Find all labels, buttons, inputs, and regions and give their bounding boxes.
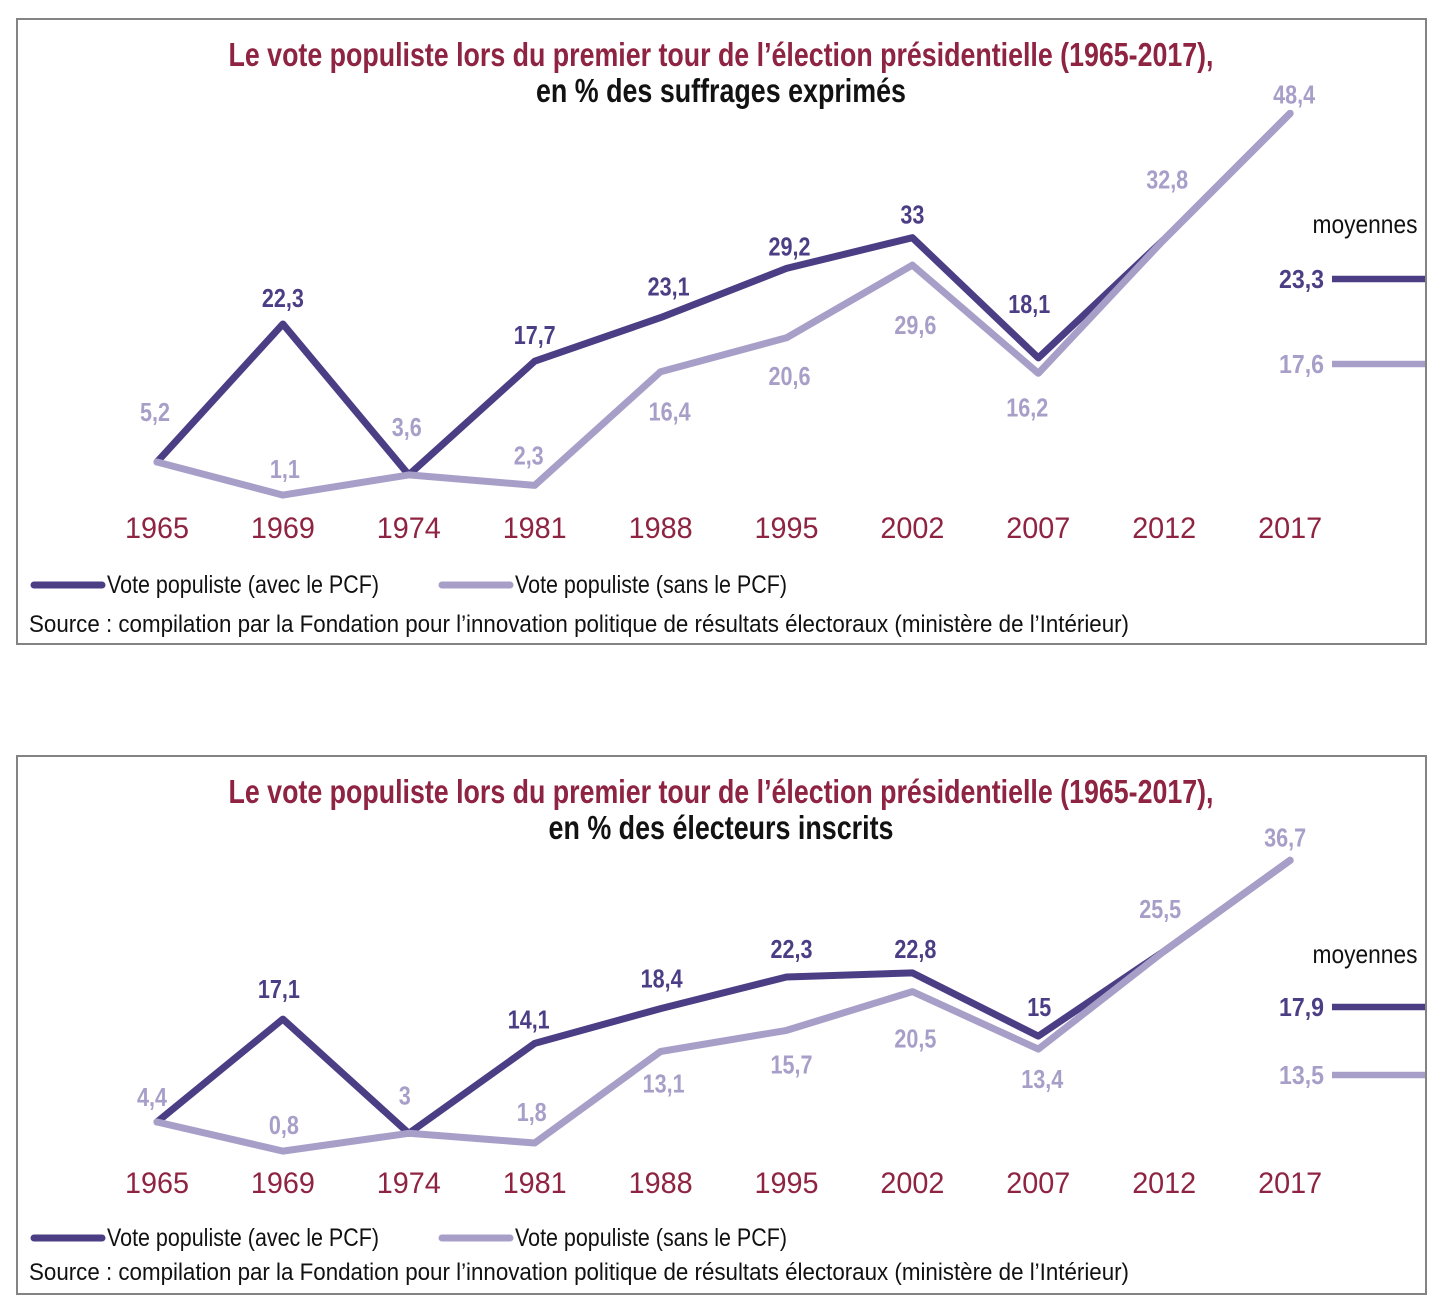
moyennes-header: moyennes: [1313, 209, 1418, 239]
data-label-avec-pcf-1995: 29,2: [769, 231, 811, 261]
moyenne-value-avec-pcf: 17,9: [1279, 992, 1324, 1022]
legend: Vote populiste (avec le PCF) Vote populi…: [30, 1224, 787, 1252]
data-label-avec-pcf-1988: 18,4: [641, 964, 683, 994]
data-label-sans-pcf-2017: 36,7: [1264, 822, 1306, 852]
data-label-sans-pcf-1981: 1,8: [517, 1097, 547, 1127]
data-label-avec-pcf-1988: 23,1: [648, 272, 690, 302]
data-label-sans-pcf-2007: 16,2: [1006, 392, 1048, 422]
data-label-avec-pcf-1995: 22,3: [771, 934, 813, 964]
chart-title-line1: Le vote populiste lors du premier tour d…: [229, 773, 1214, 810]
data-label-sans-pcf-2017: 48,4: [1273, 79, 1315, 109]
moyenne-value-sans-pcf: 17,6: [1279, 349, 1324, 379]
year-label-2012: 2012: [1132, 512, 1196, 545]
plot-area: 22,3 17,7 23,1 29,2 33 18,1 5,2 1,1 3,6 2,3 16,4 20…: [125, 79, 1322, 545]
year-label-1981: 1981: [503, 1167, 567, 1200]
data-label-sans-pcf-2007: 13,4: [1021, 1064, 1063, 1094]
data-label-avec-pcf-2002: 22,8: [894, 934, 936, 964]
data-label-sans-pcf-1995: 15,7: [771, 1049, 813, 1079]
legend-label-sans-pcf: Vote populiste (sans le PCF): [515, 1224, 787, 1252]
year-label-1988: 1988: [629, 512, 693, 545]
data-label-sans-pcf-1974: 3,6: [392, 412, 422, 442]
year-label-1974: 1974: [377, 512, 441, 545]
year-label-1981: 1981: [503, 512, 567, 545]
source-text: Source : compilation par la Fondation po…: [29, 611, 1129, 638]
data-label-sans-pcf-2002: 20,5: [894, 1024, 936, 1054]
year-label-2007: 2007: [1006, 1167, 1070, 1200]
data-label-avec-pcf-2007: 15: [1027, 992, 1051, 1022]
year-label-1988: 1988: [629, 1167, 693, 1200]
year-label-1995: 1995: [755, 1167, 819, 1200]
legend-label-avec-pcf: Vote populiste (avec le PCF): [107, 571, 379, 599]
moyenne-value-avec-pcf: 23,3: [1279, 264, 1324, 294]
year-label-2017: 2017: [1258, 512, 1322, 545]
year-label-1969: 1969: [251, 512, 315, 545]
series-line-avec-pcf: [153, 856, 1294, 1137]
data-label-sans-pcf-1969: 0,8: [269, 1110, 299, 1140]
series-line-avec-pcf: [153, 109, 1294, 479]
data-label-avec-pcf-2007: 18,1: [1008, 289, 1050, 319]
year-label-1965: 1965: [125, 512, 189, 545]
data-label-sans-pcf-1965: 4,4: [137, 1082, 167, 1112]
data-label-avec-pcf-1969: 22,3: [262, 283, 304, 313]
data-label-avec-pcf-1981: 17,7: [514, 320, 556, 350]
year-label-2002: 2002: [880, 512, 944, 545]
data-label-sans-pcf-2002: 29,6: [894, 310, 936, 340]
data-label-sans-pcf-2012: 32,8: [1146, 164, 1188, 194]
data-label-sans-pcf-2012: 25,5: [1139, 894, 1181, 924]
chart-electeurs-inscrits: Le vote populiste lors du premier tour d…: [29, 773, 1425, 1286]
data-label-avec-pcf-1981: 14,1: [508, 1004, 550, 1034]
year-label-1974: 1974: [377, 1167, 441, 1200]
moyennes-header: moyennes: [1313, 939, 1418, 969]
moyenne-value-sans-pcf: 13,5: [1279, 1060, 1324, 1090]
chart-title-line1: Le vote populiste lors du premier tour d…: [229, 36, 1214, 73]
year-label-2002: 2002: [880, 1167, 944, 1200]
data-label-avec-pcf-2002: 33: [900, 200, 924, 230]
legend-label-avec-pcf: Vote populiste (avec le PCF): [107, 1224, 379, 1252]
data-label-sans-pcf-1995: 20,6: [769, 361, 811, 391]
data-label-sans-pcf-1981: 2,3: [514, 440, 544, 470]
data-label-avec-pcf-1969: 17,1: [258, 974, 300, 1004]
year-label-2012: 2012: [1132, 1167, 1196, 1200]
chart-title-line2: en % des électeurs inscrits: [549, 809, 894, 846]
data-label-sans-pcf-1969: 1,1: [270, 454, 300, 484]
panel-electeurs-inscrits: Le vote populiste lors du premier tour d…: [16, 755, 1427, 1295]
data-label-sans-pcf-1988: 16,4: [649, 397, 691, 427]
series-line-sans-pcf: [153, 856, 1294, 1155]
chart-title-line2: en % des suffrages exprimés: [536, 72, 906, 109]
year-label-2007: 2007: [1006, 512, 1070, 545]
data-label-sans-pcf-1965: 5,2: [140, 397, 170, 427]
legend: Vote populiste (avec le PCF) Vote populi…: [30, 571, 787, 599]
panel-suffrages-exprimes: Le vote populiste lors du premier tour d…: [16, 18, 1427, 645]
source-text: Source : compilation par la Fondation po…: [29, 1259, 1129, 1286]
year-label-1965: 1965: [125, 1167, 189, 1200]
legend-label-sans-pcf: Vote populiste (sans le PCF): [515, 571, 787, 599]
data-label-sans-pcf-1974: 3: [399, 1080, 411, 1110]
plot-area: 17,1 14,1 18,4 22,3 22,8 15 4,4 0,8 3 1,8 13,1 15,7…: [125, 822, 1322, 1200]
data-label-sans-pcf-1988: 13,1: [643, 1069, 685, 1099]
chart-suffrages-exprimes: Le vote populiste lors du premier tour d…: [29, 36, 1425, 638]
year-label-2017: 2017: [1258, 1167, 1322, 1200]
year-label-1995: 1995: [755, 512, 819, 545]
series-line-sans-pcf: [153, 109, 1294, 499]
year-label-1969: 1969: [251, 1167, 315, 1200]
